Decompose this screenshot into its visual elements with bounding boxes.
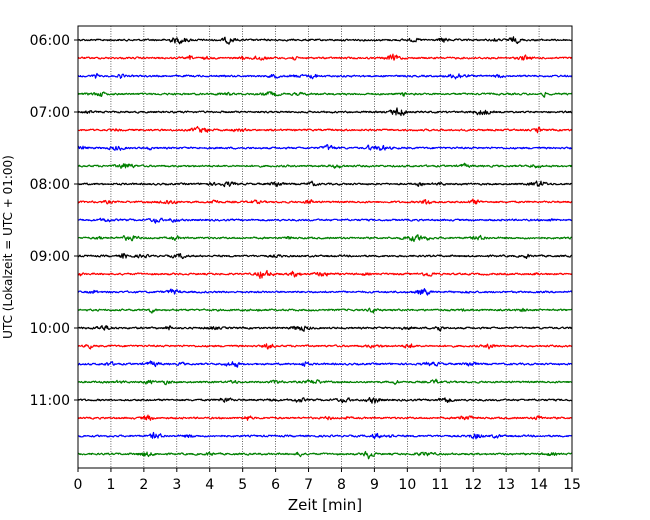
- x-tick-label: 2: [139, 477, 148, 493]
- seismic-trace: [77, 198, 573, 205]
- seismic-trace: [77, 343, 573, 350]
- x-tick-label: 14: [530, 477, 548, 493]
- seismic-trace: [77, 414, 573, 421]
- seismic-trace: [77, 378, 573, 386]
- seismic-trace: [77, 288, 573, 296]
- x-axis-label: Zeit [min]: [288, 496, 362, 514]
- seismic-trace: [77, 53, 573, 61]
- seismic-trace: [77, 91, 573, 98]
- x-tick-label: 15: [563, 477, 581, 493]
- x-tick-label: 7: [304, 477, 313, 493]
- y-tick-label: 08:00: [30, 177, 70, 193]
- seismic-trace: [77, 72, 573, 80]
- x-tick-label: 12: [464, 477, 482, 493]
- x-tick-label: 9: [370, 477, 379, 493]
- x-tick-label: 4: [205, 477, 214, 493]
- seismic-trace: [77, 180, 573, 188]
- x-tick-label: 13: [497, 477, 515, 493]
- x-tick-label: 11: [431, 477, 449, 493]
- y-tick-label: 06:00: [30, 33, 70, 49]
- plot-frame: [77, 25, 573, 469]
- y-axis: 06:00 07:00 08:00 09:00 10:00 11:00: [30, 33, 78, 409]
- y-axis-label: UTC (Lokalzeit = UTC + 01:00): [1, 155, 15, 339]
- y-tick-label: 10:00: [30, 321, 70, 337]
- seismic-trace: [77, 162, 573, 169]
- x-tick-label: 1: [106, 477, 115, 493]
- y-tick-label: 09:00: [30, 249, 70, 265]
- y-tick-label: 07:00: [30, 105, 70, 121]
- x-tick-label: 0: [74, 477, 83, 493]
- seismic-trace: [77, 396, 573, 404]
- seismic-trace: [77, 269, 573, 279]
- x-tick-label: 10: [398, 477, 416, 493]
- seismic-trace: [77, 325, 573, 332]
- seismic-trace: [77, 234, 573, 243]
- x-axis: 0 1 2 3 4 5 6 7 8 9 10 11 12 13 14 15: [74, 468, 581, 493]
- seismic-trace: [77, 36, 573, 45]
- seismic-trace: [77, 360, 573, 368]
- seismic-trace: [77, 217, 573, 224]
- grid-lines: [110, 26, 540, 468]
- x-tick-label: 8: [337, 477, 346, 493]
- seismic-trace: [77, 450, 573, 460]
- seismic-trace: [77, 431, 573, 440]
- seismic-trace: [77, 307, 573, 314]
- y-tick-label: 11:00: [30, 393, 70, 409]
- x-tick-label: 5: [238, 477, 247, 493]
- seismic-trace: [77, 125, 573, 134]
- x-tick-label: 6: [271, 477, 280, 493]
- seismic-trace: [77, 252, 573, 260]
- seismic-trace: [77, 144, 573, 151]
- trace-group: [77, 36, 573, 460]
- seismic-trace: [77, 107, 573, 117]
- x-tick-label: 3: [172, 477, 181, 493]
